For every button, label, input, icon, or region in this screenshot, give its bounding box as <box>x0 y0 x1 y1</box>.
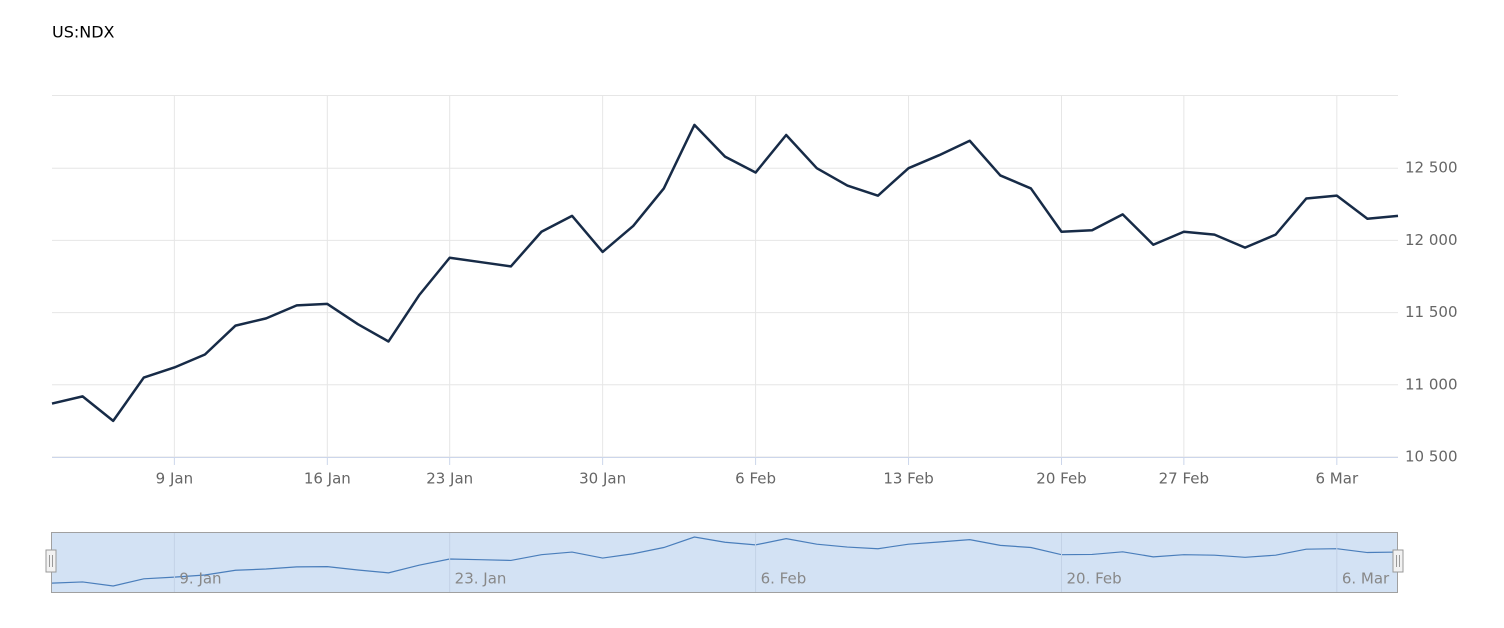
x-tick-label: 20 Feb <box>1036 470 1086 488</box>
x-tick-label: 30 Jan <box>579 470 626 488</box>
y-tick-label: 11 500 <box>1405 303 1458 321</box>
chart-title: US:NDX <box>52 23 115 42</box>
y-tick-label: 12 000 <box>1405 231 1458 249</box>
navigator-label: 9. Jan <box>179 570 221 588</box>
x-tick-label: 16 Jan <box>304 470 351 488</box>
y-tick-label: 11 000 <box>1405 375 1458 393</box>
x-tick-label: 9 Jan <box>156 470 193 488</box>
y-tick-label: 10 500 <box>1405 448 1458 466</box>
x-tick-label: 6 Mar <box>1316 470 1359 488</box>
y-tick-label: 12 500 <box>1405 159 1458 177</box>
navigator-mask <box>51 532 1398 593</box>
navigator-series <box>51 536 1399 587</box>
x-tick-label: 6 Feb <box>735 470 776 488</box>
navigator-label: 20. Feb <box>1067 570 1122 588</box>
x-tick-label: 23 Jan <box>426 470 473 488</box>
navigator-handle[interactable] <box>1392 549 1404 573</box>
x-tick-label: 27 Feb <box>1159 470 1209 488</box>
navigator-label: 6. Feb <box>761 570 807 588</box>
x-tick-label: 13 Feb <box>883 470 933 488</box>
navigator-label: 6. Mar <box>1342 570 1390 588</box>
navigator-handle[interactable] <box>45 549 57 573</box>
line-series <box>51 123 1399 423</box>
navigator-label: 23. Jan <box>455 570 507 588</box>
